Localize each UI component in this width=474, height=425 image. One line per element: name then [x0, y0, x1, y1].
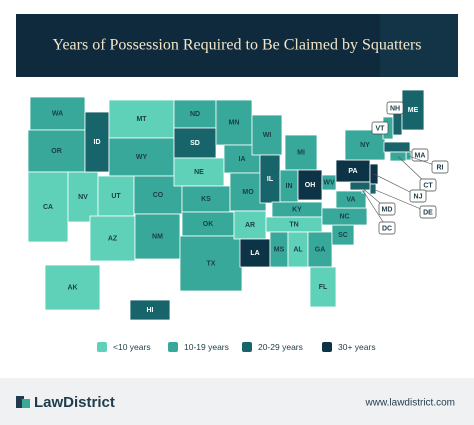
state-label: IL: [267, 176, 274, 183]
callout-box: [378, 202, 396, 216]
state-label: KS: [201, 196, 211, 203]
state-label: WY: [136, 154, 148, 161]
state-label: AR: [245, 222, 255, 229]
url: www.lawdistrict.com: [365, 398, 455, 409]
legend-swatch: [168, 342, 178, 352]
state-label: ME: [408, 107, 419, 114]
state-label: OH: [305, 182, 316, 189]
callout-box: [409, 189, 427, 203]
state-shape: [307, 231, 333, 268]
state-label: RI: [437, 164, 444, 171]
state-shape: [215, 99, 253, 146]
state-label: MT: [136, 116, 147, 123]
state-shape: [97, 175, 135, 217]
state-shape: [84, 111, 110, 173]
legend-label: 30+ years: [338, 342, 376, 352]
legend-swatch: [242, 342, 252, 352]
logo-icon: [16, 396, 30, 408]
state-shape: [173, 127, 217, 159]
callout-box: [386, 101, 404, 115]
state-shape: [129, 299, 171, 321]
state-shape: [67, 171, 99, 223]
state-shape: [173, 157, 225, 187]
state-label: MO: [242, 189, 254, 196]
state-label: KY: [292, 206, 302, 213]
state-shape: [284, 134, 318, 171]
state-label: OK: [203, 221, 214, 228]
title: Years of Possession Required to Be Claim…: [52, 37, 421, 54]
state-label: TN: [289, 221, 298, 228]
legend-swatch: [97, 342, 107, 352]
state-shape: [179, 235, 243, 292]
footer-band: [0, 378, 474, 425]
state-label: MS: [274, 246, 285, 253]
legend-swatch: [322, 342, 332, 352]
state-shape: [89, 215, 136, 262]
state-shape: [108, 137, 175, 177]
state-label: ND: [190, 111, 200, 118]
state-label: MA: [415, 152, 426, 159]
state-label: VA: [346, 196, 355, 203]
callout-box: [419, 178, 437, 192]
state-shape: [44, 264, 101, 311]
state-label: AK: [67, 284, 77, 291]
state-label: NJ: [414, 193, 423, 200]
state-label: NC: [339, 213, 349, 220]
state-shape: [309, 266, 337, 308]
state-label: IN: [286, 183, 293, 190]
state-label: GA: [315, 246, 326, 253]
state-label: IA: [239, 156, 246, 163]
state-label: NE: [194, 169, 204, 176]
legend-label: <10 years: [113, 342, 151, 352]
callout-box: [378, 221, 396, 235]
state-shape: [173, 99, 217, 129]
legend: <10 years 10-19 years 20-29 years 30+ years: [97, 342, 376, 352]
callout-line: [372, 188, 429, 213]
callout-box: [411, 148, 429, 162]
state-label: MD: [382, 206, 393, 213]
legend-label: 10-19 years: [184, 342, 229, 352]
state-label: WV: [323, 179, 335, 186]
state-label: MN: [229, 119, 240, 126]
state-shape: [108, 99, 175, 139]
state-shape: [251, 114, 283, 156]
state-label: OR: [51, 148, 62, 155]
state-label: SC: [338, 232, 348, 239]
state-label: TX: [207, 260, 216, 267]
state-label: WI: [263, 132, 272, 139]
state-label: AL: [293, 246, 303, 253]
state-shape: [134, 213, 181, 260]
legend-label: 20-29 years: [258, 342, 303, 352]
state-shape: [344, 129, 386, 161]
state-label: AZ: [108, 235, 118, 242]
state-label: WA: [52, 110, 63, 117]
state-label: CO: [153, 192, 164, 199]
state-label: LA: [250, 250, 259, 257]
state-label: CA: [43, 204, 53, 211]
brand: LawDistrict: [34, 394, 115, 411]
state-label: DE: [423, 209, 433, 216]
state-shape: [321, 174, 337, 191]
state-shape: [335, 190, 367, 209]
state-label: NV: [78, 194, 88, 201]
state-label: PA: [348, 168, 357, 175]
state-label: UT: [111, 193, 121, 200]
state-label: NH: [390, 105, 400, 112]
callout-box: [419, 205, 437, 219]
callout-box: [431, 160, 449, 174]
state-label: ID: [94, 139, 101, 146]
state-label: NM: [152, 233, 163, 240]
state-label: VT: [376, 125, 386, 132]
state-label: CT: [423, 182, 433, 189]
state-label: FL: [319, 284, 328, 291]
state-label: HI: [147, 307, 154, 314]
state-label: DC: [382, 225, 392, 232]
map: WA OR CA NV ID MT WY UT AZ CO NM ND SD NE KS OK TX MN IA MO…: [27, 89, 449, 321]
state-label: SD: [190, 140, 200, 147]
state-label: NY: [360, 142, 370, 149]
header-pattern: [380, 14, 458, 77]
callout-box: [371, 121, 389, 135]
state-label: MI: [297, 149, 305, 156]
